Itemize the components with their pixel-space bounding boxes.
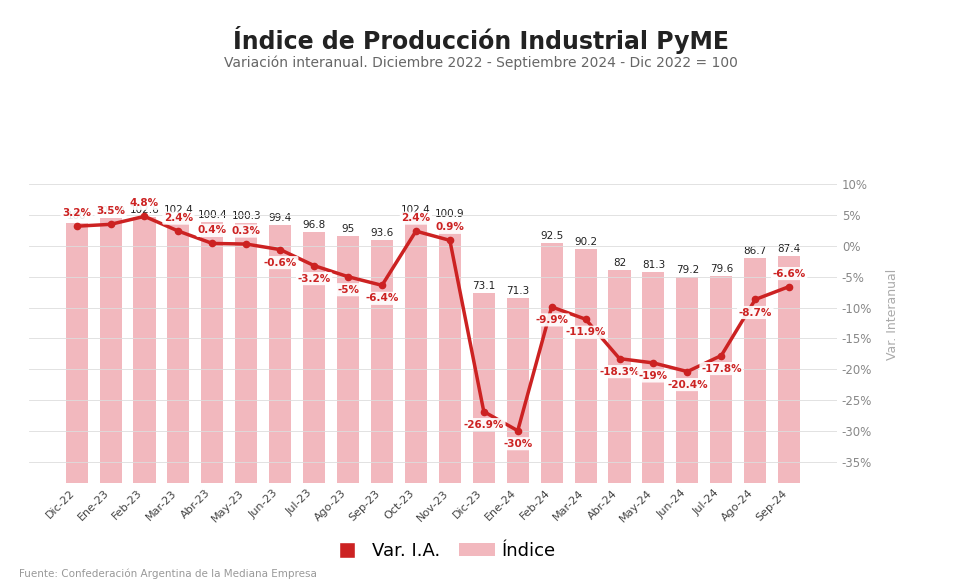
Text: 3.5%: 3.5% — [96, 207, 125, 217]
Text: 79.2: 79.2 — [675, 265, 699, 275]
Bar — [744, 258, 766, 483]
Bar — [472, 293, 494, 483]
Text: -18.3%: -18.3% — [599, 367, 639, 377]
Text: 4.8%: 4.8% — [130, 198, 159, 208]
Text: 0.3%: 0.3% — [232, 226, 260, 236]
Bar — [405, 217, 427, 483]
Text: 102.6: 102.6 — [130, 204, 160, 215]
Text: Índice de Producción Industrial PyME: Índice de Producción Industrial PyME — [233, 26, 728, 54]
Text: Fuente: Confederación Argentina de la Mediana Empresa: Fuente: Confederación Argentina de la Me… — [19, 569, 317, 579]
Text: -26.9%: -26.9% — [463, 420, 504, 430]
Bar — [540, 243, 562, 483]
Text: 96.8: 96.8 — [302, 219, 326, 230]
Text: 100: 100 — [66, 211, 86, 221]
Text: 95: 95 — [341, 224, 355, 235]
Bar — [642, 272, 664, 483]
Text: 100.3: 100.3 — [232, 211, 260, 221]
Text: 81.3: 81.3 — [641, 260, 664, 270]
Bar — [303, 232, 325, 483]
Bar — [269, 225, 291, 483]
Text: 102.4: 102.4 — [401, 205, 431, 215]
Text: -30%: -30% — [503, 439, 531, 449]
Text: 101.9: 101.9 — [95, 207, 125, 217]
Bar — [777, 256, 800, 483]
Bar — [65, 223, 87, 483]
Bar — [235, 223, 257, 483]
Text: -17.8%: -17.8% — [701, 364, 741, 374]
Bar — [134, 217, 156, 483]
Text: 92.5: 92.5 — [539, 231, 563, 241]
Text: 93.6: 93.6 — [370, 228, 393, 238]
Bar — [608, 270, 629, 483]
Text: 0.9%: 0.9% — [435, 222, 464, 232]
Y-axis label: Var. Interanual: Var. Interanual — [885, 269, 899, 360]
Text: Variación interanual. Diciembre 2022 - Septiembre 2024 - Dic 2022 = 100: Variación interanual. Diciembre 2022 - S… — [224, 55, 737, 70]
Text: -20.4%: -20.4% — [666, 379, 707, 389]
Bar — [709, 276, 731, 483]
Text: 100.9: 100.9 — [434, 209, 464, 219]
Text: 73.1: 73.1 — [472, 281, 495, 291]
Bar — [371, 240, 393, 483]
Text: -6.6%: -6.6% — [772, 268, 805, 279]
Text: 100.4: 100.4 — [197, 210, 227, 220]
Bar — [574, 249, 596, 483]
Text: 82: 82 — [612, 258, 626, 268]
Text: 2.4%: 2.4% — [401, 213, 431, 223]
Text: 0.4%: 0.4% — [198, 225, 227, 236]
Text: 3.2%: 3.2% — [62, 208, 91, 218]
Text: -19%: -19% — [638, 371, 667, 381]
Bar — [438, 221, 460, 483]
Text: 79.6: 79.6 — [709, 264, 732, 274]
Text: 99.4: 99.4 — [268, 213, 291, 223]
Text: -6.4%: -6.4% — [365, 293, 398, 303]
Legend: Var. I.A., Índice: Var. I.A., Índice — [321, 535, 563, 567]
Text: -8.7%: -8.7% — [738, 307, 771, 318]
Bar — [336, 236, 358, 483]
Text: -11.9%: -11.9% — [565, 327, 605, 337]
Text: 87.4: 87.4 — [776, 244, 800, 254]
Text: -9.9%: -9.9% — [534, 315, 568, 325]
Bar — [201, 222, 223, 483]
Text: 90.2: 90.2 — [574, 237, 597, 247]
Bar — [676, 278, 698, 483]
Text: 2.4%: 2.4% — [163, 213, 193, 223]
Text: -0.6%: -0.6% — [263, 258, 297, 268]
Text: 71.3: 71.3 — [505, 286, 529, 296]
Text: -5%: -5% — [336, 285, 358, 294]
Bar — [99, 218, 121, 483]
Bar — [167, 217, 189, 483]
Text: 102.4: 102.4 — [163, 205, 193, 215]
Text: -3.2%: -3.2% — [297, 274, 331, 283]
Text: 86.7: 86.7 — [743, 246, 766, 256]
Bar — [506, 298, 529, 483]
